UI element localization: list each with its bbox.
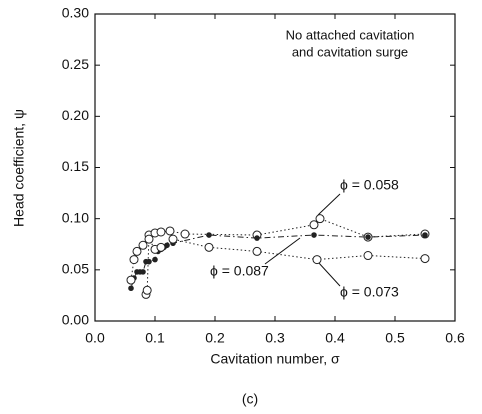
- data-point: [144, 234, 154, 244]
- data-point: [422, 232, 428, 238]
- x-tick-label: 0.2: [205, 330, 225, 346]
- series-label: ϕ = 0.087: [210, 263, 269, 279]
- y-tick-label: 0.15: [62, 158, 89, 174]
- y-tick-label: 0.00: [62, 312, 89, 328]
- data-point: [156, 227, 166, 237]
- series-line: [145, 218, 426, 295]
- data-point: [312, 255, 322, 265]
- data-point: [165, 226, 175, 236]
- series-label: ϕ = 0.058: [340, 177, 399, 193]
- data-point: [206, 232, 212, 238]
- x-tick-label: 0.5: [385, 330, 405, 346]
- data-point: [420, 254, 430, 264]
- y-axis-label: Head coefficient, ψ: [11, 109, 27, 227]
- series-line: [130, 238, 426, 281]
- plot-frame: [94, 13, 456, 322]
- data-point: [180, 229, 190, 239]
- data-point: [129, 255, 139, 265]
- caption: (c): [242, 391, 258, 407]
- data-point: [309, 220, 319, 230]
- leader-line: [317, 193, 341, 216]
- data-point: [252, 246, 262, 256]
- data-point: [142, 285, 152, 295]
- leader-line: [264, 237, 301, 265]
- data-point: [365, 234, 371, 240]
- data-point: [138, 240, 148, 250]
- data-point: [152, 256, 158, 263]
- data-point: [132, 246, 142, 256]
- data-point: [254, 235, 260, 241]
- annotation: and cavitation surge: [292, 44, 408, 59]
- x-tick-label: 0.0: [85, 330, 105, 346]
- x-tick-label: 0.1: [145, 330, 165, 346]
- data-point: [146, 258, 152, 265]
- leader-line: [317, 261, 341, 287]
- x-tick-label: 0.3: [265, 330, 285, 346]
- y-tick-label: 0.10: [62, 209, 89, 225]
- y-tick-label: 0.30: [62, 5, 89, 21]
- data-point: [363, 251, 373, 261]
- data-point: [315, 214, 325, 224]
- x-axis-label: Cavitation number, σ: [210, 351, 340, 367]
- x-tick-label: 0.6: [445, 330, 465, 346]
- x-tick-label: 0.4: [325, 330, 345, 346]
- y-tick-label: 0.05: [62, 261, 89, 277]
- annotation: No attached cavitation: [286, 27, 415, 42]
- data-point: [128, 285, 134, 292]
- y-tick-label: 0.25: [62, 56, 89, 72]
- data-point: [126, 275, 136, 285]
- data-point: [156, 242, 166, 252]
- data-point: [204, 242, 214, 252]
- data-point: [168, 234, 178, 244]
- data-point: [311, 232, 317, 238]
- data-point: [140, 269, 146, 275]
- y-tick-label: 0.20: [62, 107, 89, 123]
- series-label: ϕ = 0.073: [340, 284, 399, 300]
